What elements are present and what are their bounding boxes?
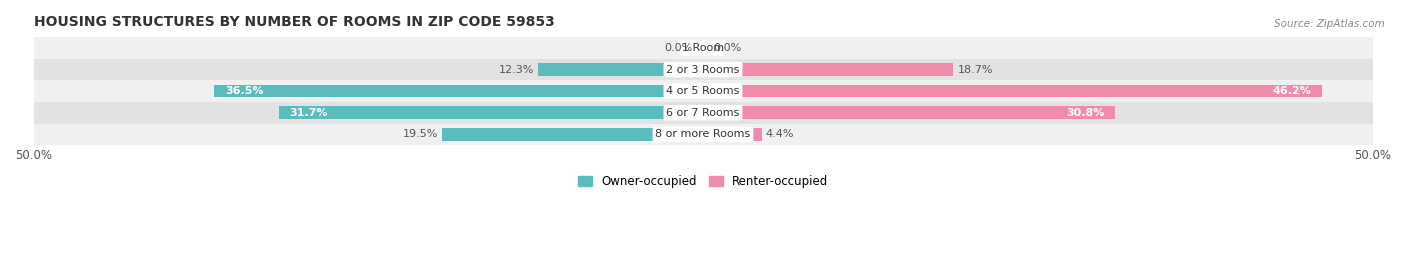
Text: 0.0%: 0.0%: [714, 43, 742, 53]
Bar: [214, 85, 703, 97]
Text: 4 or 5 Rooms: 4 or 5 Rooms: [666, 86, 740, 96]
Text: 36.5%: 36.5%: [225, 86, 263, 96]
Text: 2 or 3 Rooms: 2 or 3 Rooms: [666, 65, 740, 75]
Text: HOUSING STRUCTURES BY NUMBER OF ROOMS IN ZIP CODE 59853: HOUSING STRUCTURES BY NUMBER OF ROOMS IN…: [34, 15, 554, 29]
Bar: [34, 80, 1372, 102]
Text: 1 Room: 1 Room: [682, 43, 724, 53]
Text: 0.0%: 0.0%: [664, 43, 692, 53]
Text: 31.7%: 31.7%: [290, 108, 328, 118]
Text: 46.2%: 46.2%: [1272, 86, 1310, 96]
Bar: [278, 107, 703, 119]
Text: 8 or more Rooms: 8 or more Rooms: [655, 129, 751, 139]
Bar: [703, 85, 1322, 97]
Bar: [703, 128, 762, 141]
Text: 4.4%: 4.4%: [766, 129, 794, 139]
Text: Source: ZipAtlas.com: Source: ZipAtlas.com: [1274, 19, 1385, 29]
Bar: [538, 63, 703, 76]
Bar: [34, 37, 1372, 59]
Text: 6 or 7 Rooms: 6 or 7 Rooms: [666, 108, 740, 118]
Bar: [34, 102, 1372, 123]
Bar: [703, 107, 1115, 119]
Legend: Owner-occupied, Renter-occupied: Owner-occupied, Renter-occupied: [578, 175, 828, 188]
Bar: [34, 123, 1372, 145]
Text: 19.5%: 19.5%: [402, 129, 437, 139]
Bar: [34, 59, 1372, 80]
Text: 12.3%: 12.3%: [499, 65, 534, 75]
Text: 18.7%: 18.7%: [957, 65, 993, 75]
Bar: [703, 63, 953, 76]
Text: 30.8%: 30.8%: [1066, 108, 1105, 118]
Bar: [441, 128, 703, 141]
